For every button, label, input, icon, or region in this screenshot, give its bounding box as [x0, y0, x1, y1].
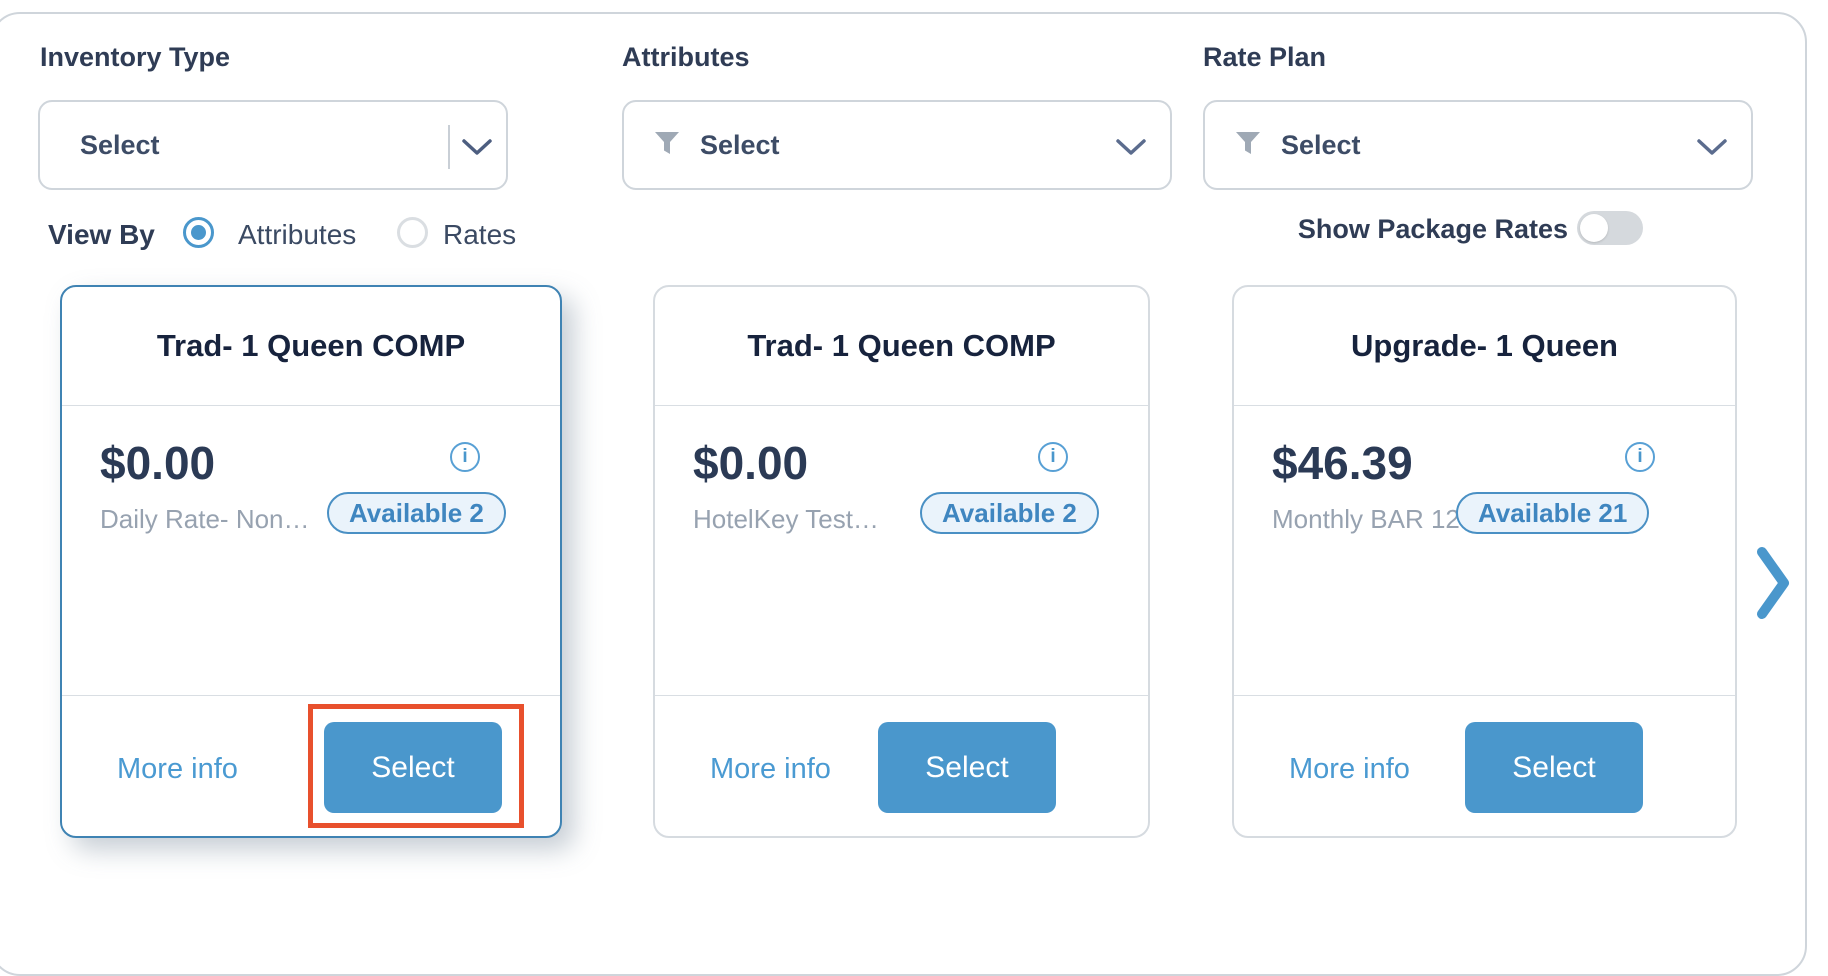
- more-info-link[interactable]: More info: [710, 753, 831, 785]
- chevron-down-icon: [462, 139, 492, 161]
- inventory-type-select[interactable]: Select: [38, 100, 508, 190]
- card-title: Trad- 1 Queen COMP: [156, 328, 466, 363]
- select-button[interactable]: Select: [324, 722, 502, 813]
- room-card[interactable]: Upgrade- 1 Queen $46.39 i Monthly BAR 12…: [1232, 285, 1737, 838]
- inventory-type-value: Select: [80, 129, 160, 160]
- carousel-next-button[interactable]: [1756, 546, 1790, 620]
- rate-plan-name: HotelKey Test…: [693, 504, 879, 534]
- card-footer: More info Select: [62, 695, 560, 839]
- card-header: Trad- 1 Queen COMP: [655, 287, 1148, 406]
- room-card[interactable]: Trad- 1 Queen COMP $0.00 i Daily Rate- N…: [60, 285, 562, 838]
- card-title: Trad- 1 Queen COMP: [747, 328, 1056, 363]
- card-footer: More info Select: [1234, 695, 1735, 839]
- package-rates-toggle[interactable]: [1577, 211, 1643, 245]
- availability-badge: Available 2: [327, 492, 506, 534]
- rate-plan-value: Select: [1281, 129, 1361, 160]
- info-icon[interactable]: i: [1625, 442, 1655, 472]
- price: $46.39: [1272, 437, 1413, 489]
- chevron-down-icon: [1697, 139, 1727, 161]
- divider: [448, 125, 450, 169]
- more-info-link[interactable]: More info: [1289, 753, 1410, 785]
- select-button[interactable]: Select: [1465, 722, 1643, 813]
- room-card[interactable]: Trad- 1 Queen COMP $0.00 i HotelKey Test…: [653, 285, 1150, 838]
- rate-plan-name: Monthly BAR 1299: [1272, 504, 1489, 534]
- availability-badge: Available 2: [920, 492, 1099, 534]
- info-icon[interactable]: i: [450, 442, 480, 472]
- chevron-down-icon: [1116, 139, 1146, 161]
- price: $0.00: [100, 437, 216, 489]
- view-by-label: View By: [48, 219, 155, 250]
- card-body: $46.39 i Monthly BAR 1299 Available 21: [1234, 406, 1735, 694]
- filter-icon: [654, 130, 680, 161]
- card-footer: More info Select: [655, 695, 1148, 839]
- attributes-select[interactable]: Select: [622, 100, 1172, 190]
- info-icon[interactable]: i: [1038, 442, 1068, 472]
- filter-icon: [1235, 130, 1261, 161]
- select-button[interactable]: Select: [878, 722, 1056, 813]
- radio-attributes[interactable]: [183, 217, 214, 248]
- card-body: $0.00 i Daily Rate- Non… Available 2: [62, 406, 560, 694]
- rate-plan-label: Rate Plan: [1203, 42, 1327, 72]
- show-package-rates-label: Show Package Rates: [1297, 214, 1568, 244]
- attributes-value: Select: [700, 129, 780, 160]
- toggle-knob: [1580, 214, 1608, 242]
- radio-rates[interactable]: [397, 217, 428, 248]
- card-title: Upgrade- 1 Queen: [1351, 328, 1618, 363]
- radio-attributes-label[interactable]: Attributes: [238, 219, 357, 250]
- price: $0.00: [693, 437, 809, 489]
- card-header: Trad- 1 Queen COMP: [62, 287, 560, 406]
- availability-badge: Available 21: [1456, 492, 1650, 534]
- card-body: $0.00 i HotelKey Test… Available 2: [655, 406, 1148, 694]
- inventory-type-label: Inventory Type: [40, 42, 231, 72]
- radio-rates-label[interactable]: Rates: [443, 219, 517, 250]
- rate-plan-name: Daily Rate- Non…: [100, 504, 310, 534]
- chevron-right-icon: [1757, 547, 1789, 619]
- attributes-label: Attributes: [622, 42, 750, 72]
- card-header: Upgrade- 1 Queen: [1234, 287, 1735, 406]
- more-info-link[interactable]: More info: [117, 753, 238, 785]
- radio-dot: [191, 225, 206, 240]
- rate-plan-select[interactable]: Select: [1203, 100, 1753, 190]
